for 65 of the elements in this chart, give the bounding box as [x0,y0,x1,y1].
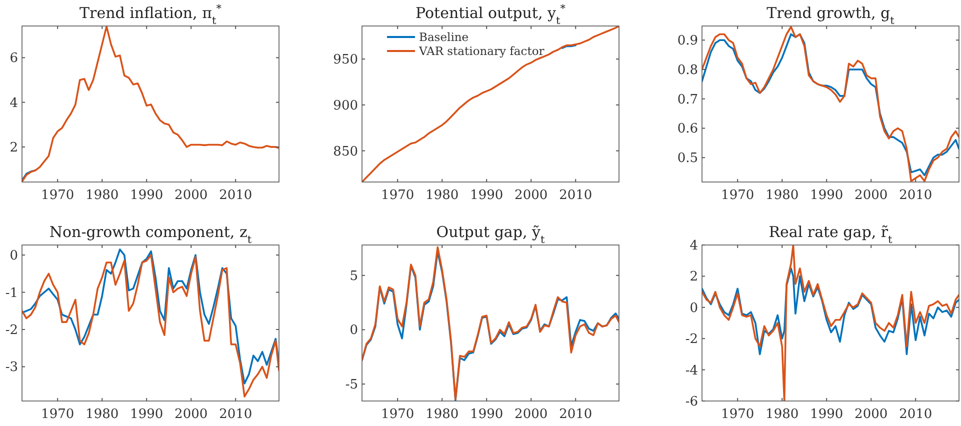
chart-title: Real rate gap, r̃$_{t}$ [768,223,894,246]
x-tick-label: 1980 [766,407,799,422]
x-tick-label: 2000 [854,407,888,422]
y-tick-label: 4 [690,238,698,254]
x-tick-label: 1990 [810,407,844,422]
x-tick-label: 2000 [514,407,548,422]
y-tick-label: 0 [10,248,18,264]
y-tick-label: 5 [350,268,358,284]
x-tick-label: 2000 [854,188,888,203]
y-tick-label: -5 [345,378,358,393]
y-tick-label: -1 [5,286,18,301]
y-tick-label: 0.5 [677,151,698,166]
x-tick-label: 1990 [130,188,164,203]
x-tick-label: 1980 [766,188,799,203]
x-tick-label: 1990 [810,188,844,203]
x-tick-label: 1970 [381,188,414,203]
chart-title: Output gap, ỹ$_{t}$ [436,223,546,246]
x-tick-label: 2010 [899,188,932,203]
x-tick-label: 2010 [219,407,252,422]
x-tick-label: 1980 [86,188,119,203]
chart-title: Trend growth, g$_{t}$ [766,4,896,27]
y-tick-label: 6 [10,51,18,66]
x-tick-label: 1970 [41,188,74,203]
y-tick-label: 0 [350,323,358,338]
y-tick-label: 0.7 [677,92,698,108]
y-tick-label: 0.8 [677,62,698,78]
y-tick-label: 0 [690,300,698,316]
y-tick-label: 4 [10,96,18,111]
line-series [22,169,36,182]
x-tick-label: 1970 [41,407,74,422]
y-tick-label: 0.9 [677,34,698,49]
line-series [362,26,619,182]
y-tick-label: 2 [10,140,18,156]
chart-title: Non-growth component, z$_{t}$ [49,223,252,246]
x-tick-label: 2000 [514,188,548,203]
x-tick-label: 2010 [219,188,252,203]
y-tick-label: 850 [333,144,358,160]
x-tick-label: 2000 [174,188,208,203]
x-tick-label: 1990 [470,407,504,422]
y-tick-label: 2 [690,270,698,285]
x-tick-label: 1970 [381,407,414,422]
x-tick-label: 1970 [721,188,754,203]
x-tick-label: 1970 [721,407,754,422]
legend-label: VAR stationary factor [418,44,545,58]
y-tick-label: 0.6 [677,122,698,137]
y-tick-label: -3 [5,360,18,376]
line-series [702,268,959,356]
x-tick-label: 2000 [174,407,208,422]
x-tick-label: 1980 [426,407,459,422]
x-tick-label: 1990 [470,188,504,203]
line-series [702,245,959,401]
x-tick-label: 1980 [426,188,459,203]
y-tick-label: -4 [685,363,698,378]
y-tick-label: -2 [5,323,18,338]
y-tick-label: 900 [333,98,358,114]
x-tick-label: 1980 [86,407,119,422]
x-tick-label: 2010 [559,188,592,203]
x-tick-label: 1990 [130,407,164,422]
legend-label: Baseline [419,30,469,44]
y-tick-label: -6 [685,394,698,410]
y-tick-label: -2 [685,332,698,348]
x-tick-label: 2010 [899,407,932,422]
x-tick-label: 2010 [559,407,592,422]
y-tick-label: 950 [333,52,358,68]
line-series [22,26,279,182]
